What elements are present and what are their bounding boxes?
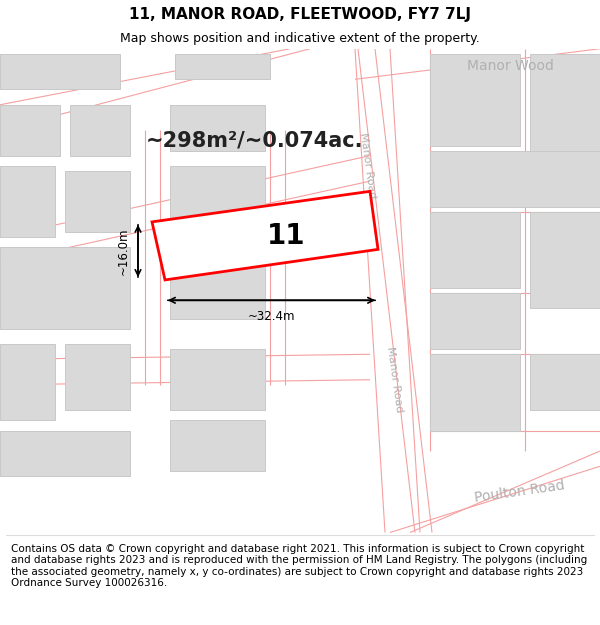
Text: Manor Wood: Manor Wood (467, 59, 553, 73)
Polygon shape (430, 151, 600, 207)
Text: Manor Road: Manor Road (358, 132, 377, 199)
Text: ~32.4m: ~32.4m (248, 311, 295, 324)
Polygon shape (530, 354, 600, 410)
Polygon shape (0, 248, 130, 329)
Polygon shape (65, 344, 130, 410)
Text: Contains OS data © Crown copyright and database right 2021. This information is : Contains OS data © Crown copyright and d… (11, 544, 587, 588)
Polygon shape (390, 451, 600, 532)
Text: ~298m²/~0.074ac.: ~298m²/~0.074ac. (146, 131, 364, 151)
Text: ~16.0m: ~16.0m (117, 227, 130, 274)
Text: Manor Road: Manor Road (385, 346, 404, 413)
Polygon shape (430, 212, 520, 288)
Text: 11, MANOR ROAD, FLEETWOOD, FY7 7LJ: 11, MANOR ROAD, FLEETWOOD, FY7 7LJ (129, 7, 471, 22)
Polygon shape (175, 54, 270, 79)
Polygon shape (170, 421, 265, 471)
Polygon shape (65, 171, 130, 232)
Polygon shape (0, 166, 55, 237)
Text: 11: 11 (267, 222, 305, 249)
Polygon shape (170, 166, 265, 227)
Polygon shape (530, 54, 600, 151)
Polygon shape (0, 344, 55, 421)
Polygon shape (0, 105, 60, 156)
Polygon shape (170, 248, 265, 319)
Polygon shape (152, 191, 378, 280)
Polygon shape (430, 293, 520, 349)
Polygon shape (358, 49, 415, 532)
Polygon shape (355, 49, 420, 532)
Text: Map shows position and indicative extent of the property.: Map shows position and indicative extent… (120, 31, 480, 44)
Polygon shape (530, 212, 600, 309)
Polygon shape (0, 431, 130, 476)
Text: Poulton Road: Poulton Road (474, 479, 566, 505)
Polygon shape (0, 54, 120, 89)
Polygon shape (430, 354, 520, 431)
Polygon shape (170, 105, 265, 151)
Polygon shape (170, 349, 265, 410)
Polygon shape (430, 54, 520, 146)
Polygon shape (70, 105, 130, 156)
